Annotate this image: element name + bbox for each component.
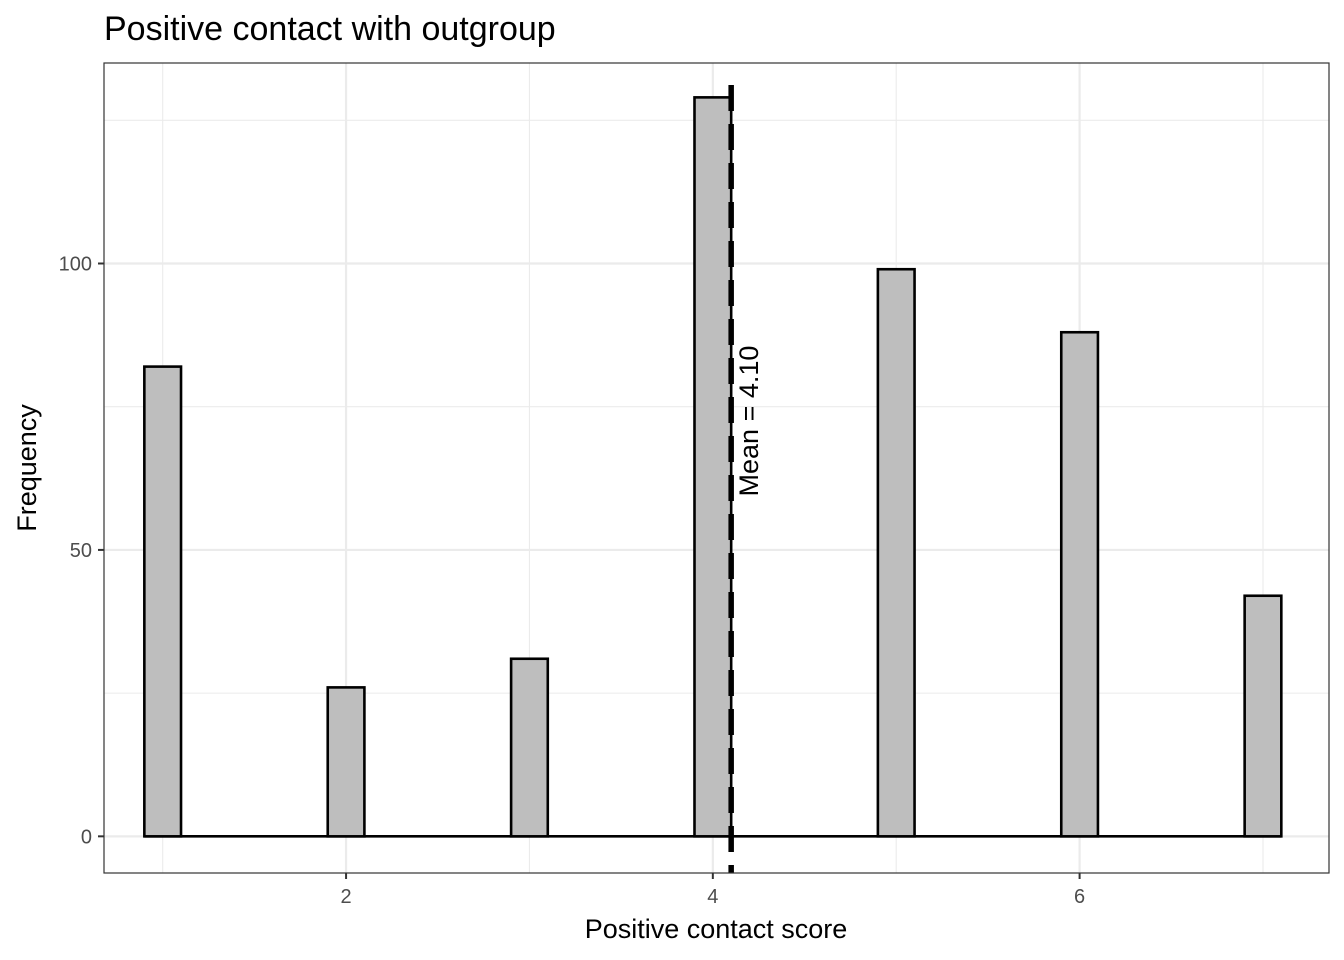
bar xyxy=(143,365,183,838)
x-tick-label: 4 xyxy=(707,886,718,908)
x-axis: 2 4 6 xyxy=(341,873,1085,908)
bar xyxy=(1059,330,1100,838)
mean-label: Mean = 4.10 xyxy=(734,346,764,497)
bar xyxy=(876,267,916,838)
bars xyxy=(143,96,1283,838)
y-tick-label: 50 xyxy=(70,540,92,562)
x-axis-title: Positive contact score xyxy=(585,914,848,944)
y-axis: 0 50 100 xyxy=(59,253,104,848)
chart-title: Positive contact with outgroup xyxy=(104,10,556,48)
bar xyxy=(509,657,550,838)
y-tick-label: 100 xyxy=(59,253,92,275)
y-tick-label: 0 xyxy=(81,826,92,848)
bar xyxy=(693,96,733,838)
plot-panel-border xyxy=(103,62,1330,874)
x-tick-label: 2 xyxy=(341,886,352,908)
y-axis-title: Frequency xyxy=(12,404,42,532)
mean-marker: Mean = 4.10 xyxy=(728,85,764,873)
bar xyxy=(326,686,366,838)
x-tick-label: 6 xyxy=(1074,886,1085,908)
bar xyxy=(1243,594,1283,838)
